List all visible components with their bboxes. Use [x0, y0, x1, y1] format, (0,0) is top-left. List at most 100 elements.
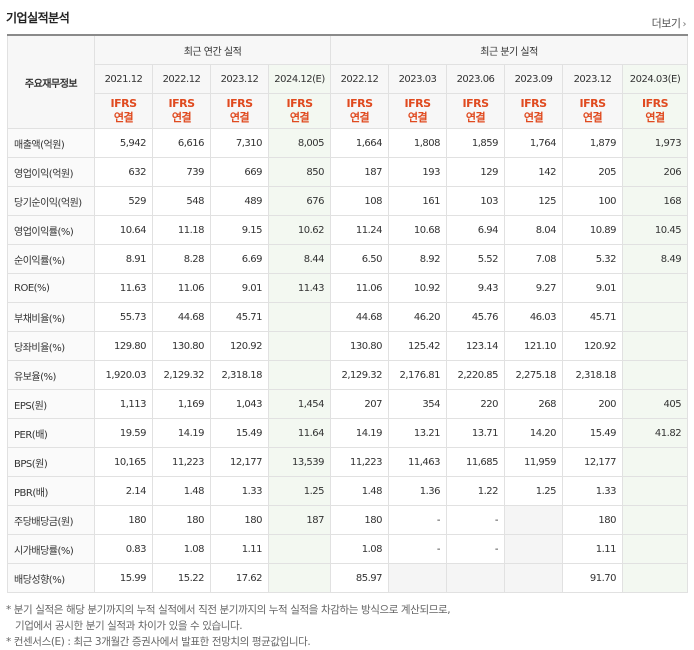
annual-value-cell: 1.08 — [152, 534, 211, 564]
quarter-value-cell: 85.97 — [330, 563, 389, 593]
basis-header: IFRS 연결 — [268, 93, 331, 129]
quarter-value-cell — [621, 302, 689, 332]
table-row: 순이익률(%) 8.91 8.28 6.69 8.44 6.50 8.92 5.52 7.08 5… — [7, 244, 689, 274]
quarter-value-cell: 180 — [562, 505, 623, 535]
annual-value-cell: 187 — [268, 505, 331, 535]
annual-value-cell: 1,920.03 — [94, 360, 153, 390]
quarter-value-cell: 205 — [562, 157, 623, 187]
quarter-value-cell: 123.14 — [446, 331, 505, 361]
quarter-value-cell: 9.01 — [562, 273, 623, 303]
table-row: 당기순이익(억원) 529 548 489 676 108 161 103 125 100 168 — [7, 186, 689, 216]
quarter-value-cell — [388, 563, 447, 593]
quarter-value-cell: 2,275.18 — [504, 360, 563, 390]
annual-group-header: 최근 연간 실적 — [94, 34, 331, 65]
quarter-value-cell: 161 — [388, 186, 447, 216]
annual-value-cell: 180 — [94, 505, 153, 535]
quarter-value-cell: 13.71 — [446, 418, 505, 448]
annual-value-cell: 45.71 — [210, 302, 269, 332]
basis-header: IFRS 연결 — [330, 93, 389, 129]
quarter-value-cell: 120.92 — [562, 331, 623, 361]
quarter-value-cell: 10.89 — [562, 215, 623, 245]
quarter-value-cell: 15.49 — [562, 418, 623, 448]
row-label: PBR(배) — [7, 476, 95, 506]
quarter-value-cell: 1.25 — [504, 476, 563, 506]
annual-value-cell: 8.91 — [94, 244, 153, 274]
annual-value-cell — [268, 360, 331, 390]
footnote-1-cont: 기업에서 공시한 분기 실적과 차이가 있을 수 있습니다. — [15, 620, 243, 632]
quarter-value-cell: 45.71 — [562, 302, 623, 332]
basis-consolidated: 연결 — [523, 111, 544, 124]
annual-value-cell: 0.83 — [94, 534, 153, 564]
quarter-value-cell: 44.68 — [330, 302, 389, 332]
basis-consolidated: 연결 — [645, 111, 665, 124]
quarter-value-cell — [621, 360, 689, 390]
annual-value-cell — [268, 534, 331, 564]
quarter-value-cell: 1.08 — [330, 534, 389, 564]
basis-header: IFRS 연결 — [210, 93, 269, 129]
annual-value-cell: 11.06 — [152, 273, 211, 303]
more-link[interactable]: 더보기 › — [651, 15, 687, 31]
quarter-value-cell: 10.45 — [621, 215, 689, 245]
quarter-value-cell — [504, 505, 563, 535]
quarter-value-cell: 5.52 — [446, 244, 505, 274]
quarter-value-cell: 168 — [621, 186, 689, 216]
annual-value-cell: 632 — [94, 157, 153, 187]
more-label: 더보기 — [651, 17, 681, 30]
quarter-value-cell: 9.27 — [504, 273, 563, 303]
quarter-group-header: 최근 분기 실적 — [329, 34, 689, 65]
annual-value-cell: 9.15 — [210, 215, 269, 245]
basis-header: IFRS 연결 — [562, 93, 623, 129]
quarter-value-cell: 142 — [504, 157, 563, 187]
row-label: 주당배당금(원) — [7, 505, 95, 535]
quarter-value-cell: 1.48 — [330, 476, 389, 506]
basis-header: IFRS 연결 — [504, 93, 563, 129]
quarter-value-cell: 180 — [330, 505, 389, 535]
quarter-value-cell: 45.76 — [446, 302, 505, 332]
table-row: 유보율(%) 1,920.03 2,129.32 2,318.18 2,129.32 2,… — [7, 360, 689, 390]
basis-consolidated: 연결 — [229, 111, 250, 124]
quarter-value-cell: 9.43 — [446, 273, 505, 303]
quarter-value-cell: 41.82 — [621, 418, 689, 448]
annual-value-cell: 13,539 — [268, 447, 331, 477]
annual-value-cell: 17.62 — [210, 563, 269, 593]
row-label: ROE(%) — [7, 273, 95, 303]
quarter-value-cell — [621, 476, 689, 506]
quarter-value-cell: 5.32 — [562, 244, 623, 274]
quarter-value-cell: 8.92 — [388, 244, 447, 274]
row-label: 영업이익률(%) — [7, 215, 95, 245]
quarter-value-cell: 8.04 — [504, 215, 563, 245]
basis-consolidated: 연결 — [582, 111, 603, 124]
table-row: 당좌비율(%) 129.80 130.80 120.92 130.80 125.42 123… — [7, 331, 689, 361]
quarter-value-cell: 1,764 — [504, 128, 563, 158]
table-row: 영업이익(억원) 632 739 669 850 187 193 129 142 205 206 — [7, 157, 689, 187]
quarter-value-cell: - — [388, 505, 447, 535]
quarter-value-cell: 10.68 — [388, 215, 447, 245]
footnotes: * 분기 실적은 해당 분기까지의 누적 실적에서 직전 분기까지의 누적 실적… — [6, 602, 451, 650]
row-label: 시가배당률(%) — [7, 534, 95, 564]
quarter-value-cell: 11,685 — [446, 447, 505, 477]
annual-value-cell: 489 — [210, 186, 269, 216]
annual-value-cell: 1,113 — [94, 389, 153, 419]
annual-value-cell: 8,005 — [268, 128, 331, 158]
annual-value-cell: 10.62 — [268, 215, 331, 245]
annual-value-cell: 15.22 — [152, 563, 211, 593]
quarter-value-cell: 11.06 — [330, 273, 389, 303]
quarter-value-cell: 1,808 — [388, 128, 447, 158]
annual-value-cell: 180 — [152, 505, 211, 535]
row-label: PER(배) — [7, 418, 95, 448]
quarter-value-cell — [504, 563, 563, 593]
row-label: EPS(원) — [7, 389, 95, 419]
annual-value-cell: 7,310 — [210, 128, 269, 158]
quarter-value-cell: 8.49 — [621, 244, 689, 274]
annual-value-cell — [268, 563, 331, 593]
period-header: 2023.09 — [504, 64, 563, 94]
quarter-value-cell: - — [446, 534, 505, 564]
basis-ifrs: IFRS — [462, 97, 490, 110]
basis-consolidated: 연결 — [289, 111, 310, 124]
quarter-value-cell: 46.03 — [504, 302, 563, 332]
footnote-1: * 분기 실적은 해당 분기까지의 누적 실적에서 직전 분기까지의 누적 실적… — [6, 604, 451, 616]
annual-value-cell: 19.59 — [94, 418, 153, 448]
basis-ifrs: IFRS — [520, 97, 548, 110]
period-header: 2024.03(E) — [621, 64, 689, 94]
